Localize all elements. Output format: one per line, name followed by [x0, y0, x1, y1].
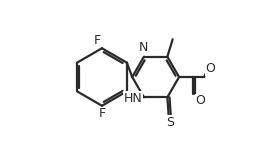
Text: N: N [139, 41, 148, 54]
Text: HN: HN [124, 92, 142, 105]
Text: F: F [93, 34, 100, 47]
Text: O: O [196, 94, 205, 107]
Text: S: S [166, 116, 174, 129]
Text: O: O [205, 63, 215, 75]
Text: F: F [98, 107, 106, 120]
